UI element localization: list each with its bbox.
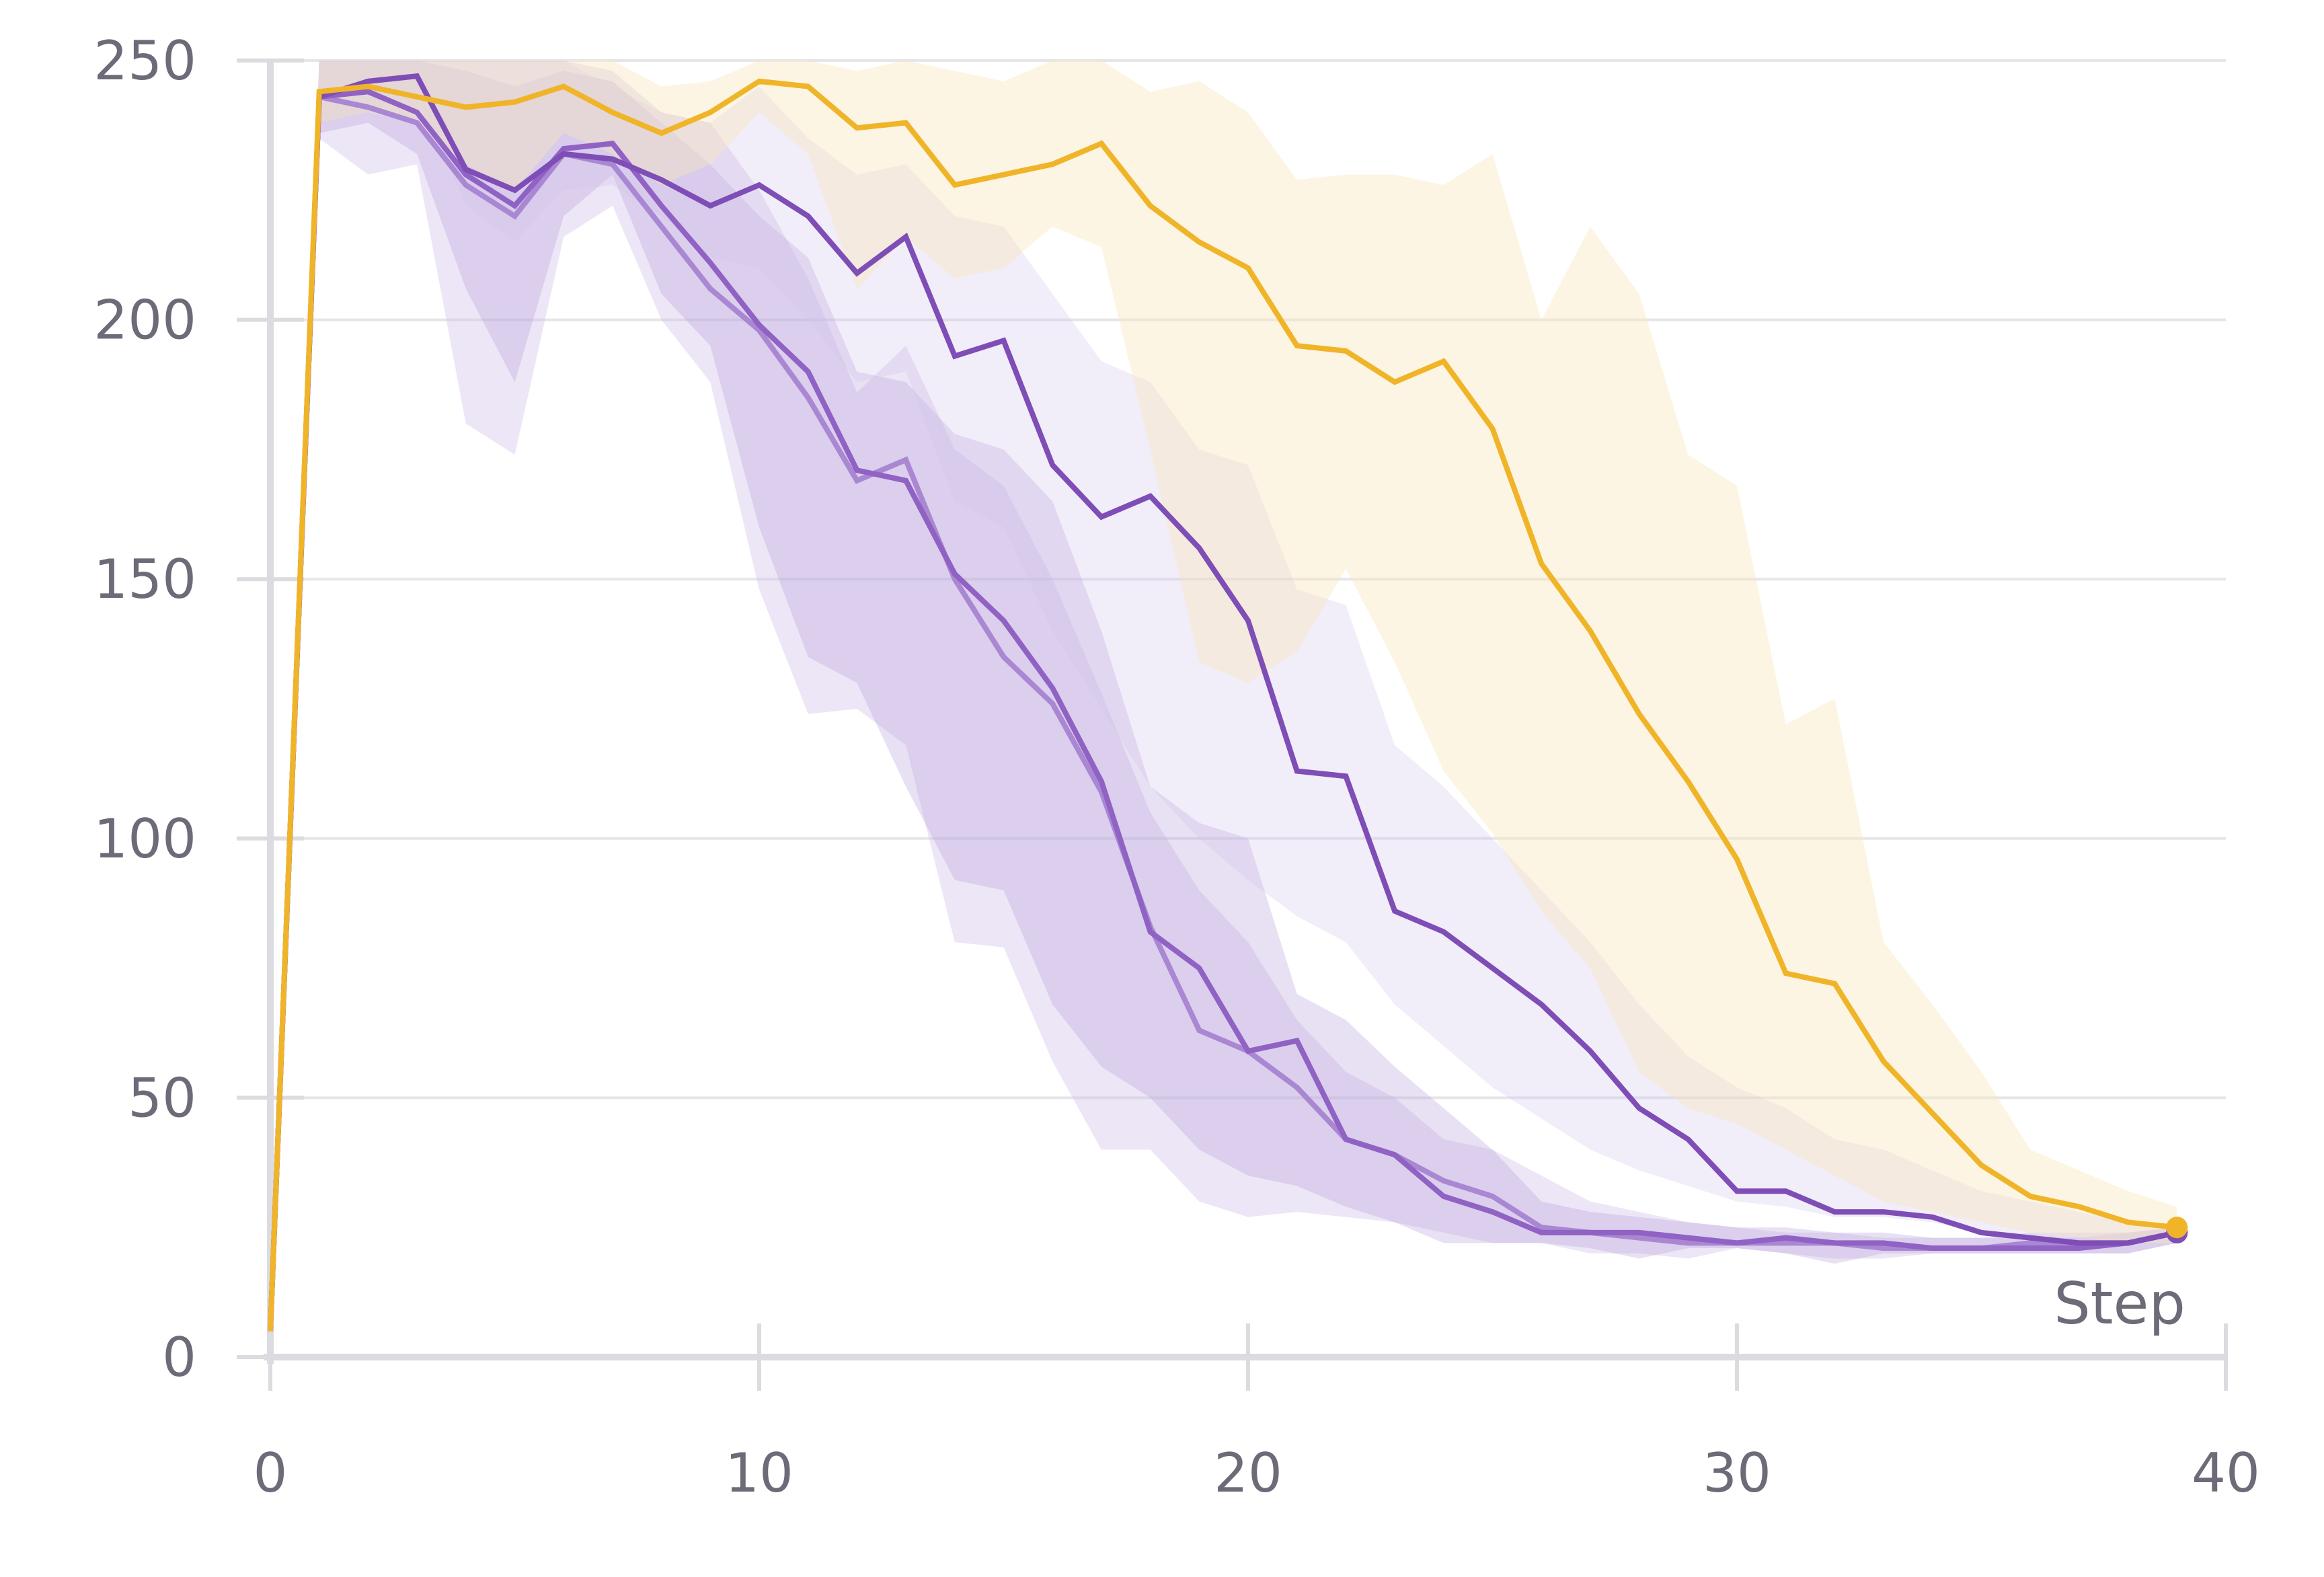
grid-lines: [243, 59, 2226, 1100]
series-end-point-3: [2166, 1217, 2188, 1239]
confidence-bands: [270, 61, 2177, 1332]
x-tick-label-0: 0: [254, 1442, 288, 1504]
y-tick-label-150: 150: [93, 548, 196, 611]
x-tick-label-20: 20: [1214, 1442, 1282, 1504]
tick-labels: 0 10 20 30 40 0 50 100 150 200 250: [93, 30, 2260, 1504]
x-axis-label: Step: [2054, 1270, 2185, 1338]
x-tick-label-40: 40: [2192, 1442, 2260, 1504]
axes: [237, 59, 2228, 1391]
confidence-band-1: [270, 61, 2177, 1332]
confidence-band-0: [270, 61, 2177, 1332]
x-tick-label-30: 30: [1703, 1442, 1771, 1504]
y-tick-label-100: 100: [93, 808, 196, 870]
series-line-2: [268, 73, 2178, 1332]
series-line-3: [268, 78, 2177, 1332]
confidence-band-2: [270, 61, 2177, 1332]
y-tick-label-250: 250: [93, 30, 196, 92]
y-tick-label-50: 50: [128, 1067, 196, 1129]
series-lines: [268, 73, 2188, 1332]
x-tick-label-10: 10: [725, 1442, 793, 1504]
y-tick-label-200: 200: [93, 289, 196, 352]
confidence-band-3: [270, 61, 2177, 1332]
y-tick-label-0: 0: [162, 1326, 196, 1389]
series-line-1: [268, 89, 2178, 1332]
